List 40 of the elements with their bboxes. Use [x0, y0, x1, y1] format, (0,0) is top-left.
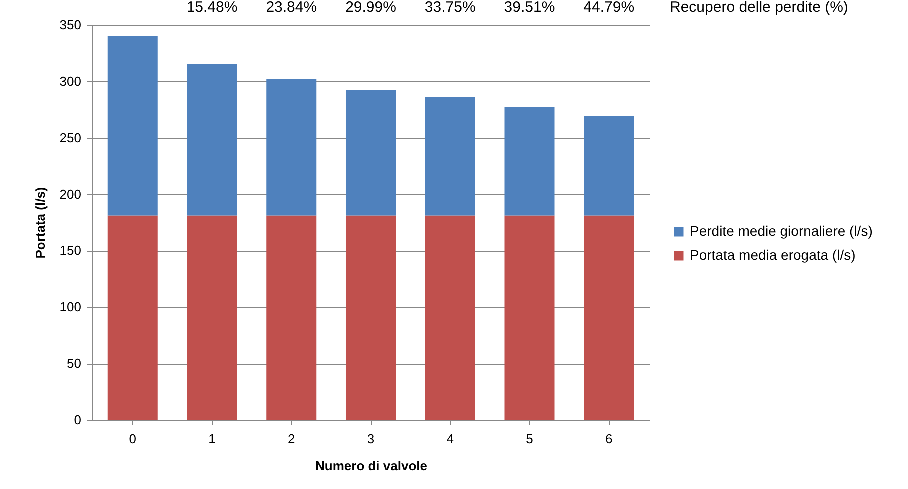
- y-tick-label: 300: [60, 74, 82, 89]
- bar: [187, 216, 238, 420]
- legend-label: Portata media erogata (l/s): [690, 247, 856, 263]
- bar: [584, 116, 634, 216]
- bar: [584, 216, 634, 420]
- bar: [346, 90, 396, 216]
- x-tick-label: 5: [526, 432, 534, 446]
- x-tick-label: 0: [129, 432, 136, 446]
- text: 44.79%: [584, 0, 635, 16]
- text: 23.84%: [266, 0, 318, 16]
- x-tick-label: 6: [606, 432, 613, 446]
- y-tick-label: 50: [67, 356, 82, 372]
- bar: [504, 107, 555, 216]
- y-tick-label: 350: [60, 18, 82, 32]
- y-tick-label: 0: [74, 412, 82, 428]
- text: 39.51%: [504, 0, 556, 16]
- y-tick-label: 100: [60, 300, 82, 315]
- bar: [425, 97, 476, 216]
- text: 33.75%: [424, 0, 476, 16]
- x-tick-label: 4: [446, 432, 454, 446]
- x-tick-label: 2: [288, 432, 296, 446]
- text: Recupero delle perdite (%): [670, 0, 848, 16]
- text: 29.99%: [346, 0, 396, 16]
- bar: [425, 216, 476, 420]
- y-axis-title: Portata (l/s): [32, 187, 48, 259]
- y-tick-label: 250: [60, 130, 82, 146]
- x-axis-title: Numero di valvole: [316, 458, 428, 474]
- legend-label: Perdite medie giornaliere (l/s): [690, 223, 873, 239]
- x-tick-label: 3: [367, 432, 375, 446]
- bar: [108, 36, 158, 216]
- y-tick-label: 150: [60, 243, 82, 258]
- x-tick-label: 1: [208, 432, 216, 446]
- bar: [108, 216, 158, 420]
- text: 15.48%: [186, 0, 238, 16]
- bar: [266, 216, 317, 420]
- y-tick-label: 200: [60, 186, 82, 202]
- bar: [346, 216, 396, 420]
- bar: [266, 79, 317, 216]
- bar: [187, 64, 238, 216]
- bar: [504, 216, 555, 420]
